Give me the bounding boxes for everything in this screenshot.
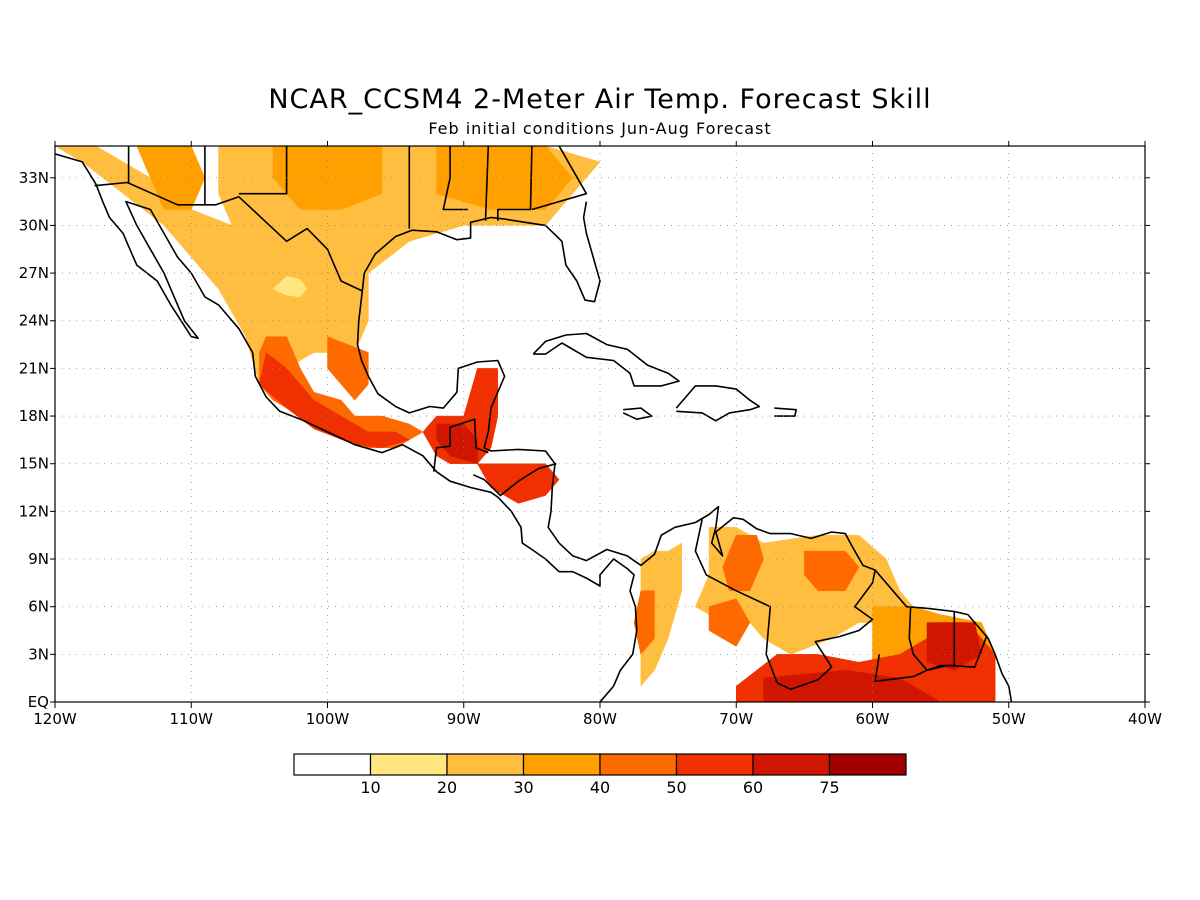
colorbar-label: 75 [819,778,839,797]
lat-tick-label: 15N [19,455,49,473]
colorbar-swatch-2 [446,753,525,776]
lon-tick-label: 90W [447,710,481,728]
border-honduras-nicaragua [472,462,557,497]
border-us-states-2 [238,146,288,195]
skill-region-8 [327,336,369,401]
colorbar-label: 40 [590,778,610,797]
lon-tick-label: 40W [1128,710,1162,728]
lat-tick-label: 24N [19,312,49,330]
skill-region-11 [476,463,560,504]
lon-tick-label: 100W [306,710,350,728]
colorbar-swatch-7 [828,753,907,776]
lon-tick-label: 110W [170,710,214,728]
lon-tick-label: 70W [719,710,753,728]
skill-region-7 [259,352,410,449]
island-hispaniola [675,385,761,422]
skill-region-15 [722,534,764,592]
colorbar-label: 20 [437,778,457,797]
lat-tick-label: 30N [19,216,49,234]
colorbar-label: 30 [513,778,533,797]
colorbar-swatch-5 [675,753,754,776]
island-puerto-rico [774,407,797,417]
lat-tick-label: 18N [19,407,49,425]
lat-tick-label: 3N [28,645,49,663]
skill-fill-layer [55,146,996,702]
border-us-mexico [94,181,362,292]
skill-region-17 [708,598,751,647]
skill-region-16 [804,550,860,592]
colorbar: 10 20 30 40 50 60 75 [293,753,907,797]
skill-region-13 [633,590,655,655]
skill-region-4 [436,146,574,210]
colorbar-swatch-0 [293,753,372,776]
border-venezuela-brazil [776,569,876,691]
lat-tick-label: 27N [19,264,49,282]
lat-tick-label: 6N [28,598,49,616]
lon-tick-label: 80W [583,710,617,728]
border-us-states-4 [442,146,468,211]
lon-tick-label: 50W [992,710,1026,728]
map-subtitle: Feb initial conditions Jun-Aug Forecast [428,119,772,138]
coastline-layer [55,146,1013,702]
colorbar-label: 50 [666,778,686,797]
lat-tick-label: 21N [19,359,49,377]
lon-tick-label: 60W [856,710,890,728]
border-guianas [874,635,988,683]
border-central-america [433,418,489,472]
colorbar-swatch-6 [752,753,831,776]
colorbar-label: 10 [360,778,380,797]
border-us-states-7 [531,146,588,211]
lat-tick-label: 12N [19,502,49,520]
island-cuba [532,332,680,387]
colorbar-swatch-3 [522,753,601,776]
lat-tick-label: EQ [28,693,49,711]
colorbar-swatch-1 [369,753,448,776]
border-us-states-5 [484,146,490,221]
coast-north-america-pacific [55,153,638,702]
map-title: NCAR_CCSM4 2-Meter Air Temp. Forecast Sk… [268,84,932,115]
coast-gulf-caribbean [356,201,1013,702]
colorbar-swatch-4 [599,753,678,776]
island-jamaica [622,407,653,420]
skill-region-5 [272,275,308,298]
colorbar-label: 60 [743,778,763,797]
lon-tick-label: 120W [33,710,77,728]
lat-tick-label: 9N [28,550,49,568]
border-colombia-venezuela [694,519,778,684]
lat-tick-label: 33N [19,169,49,187]
axis-layer: 120W 110W 100W 90W 80W 70W 60W 50W 40W EQ 3N 6N 9N 12… [19,141,1162,728]
